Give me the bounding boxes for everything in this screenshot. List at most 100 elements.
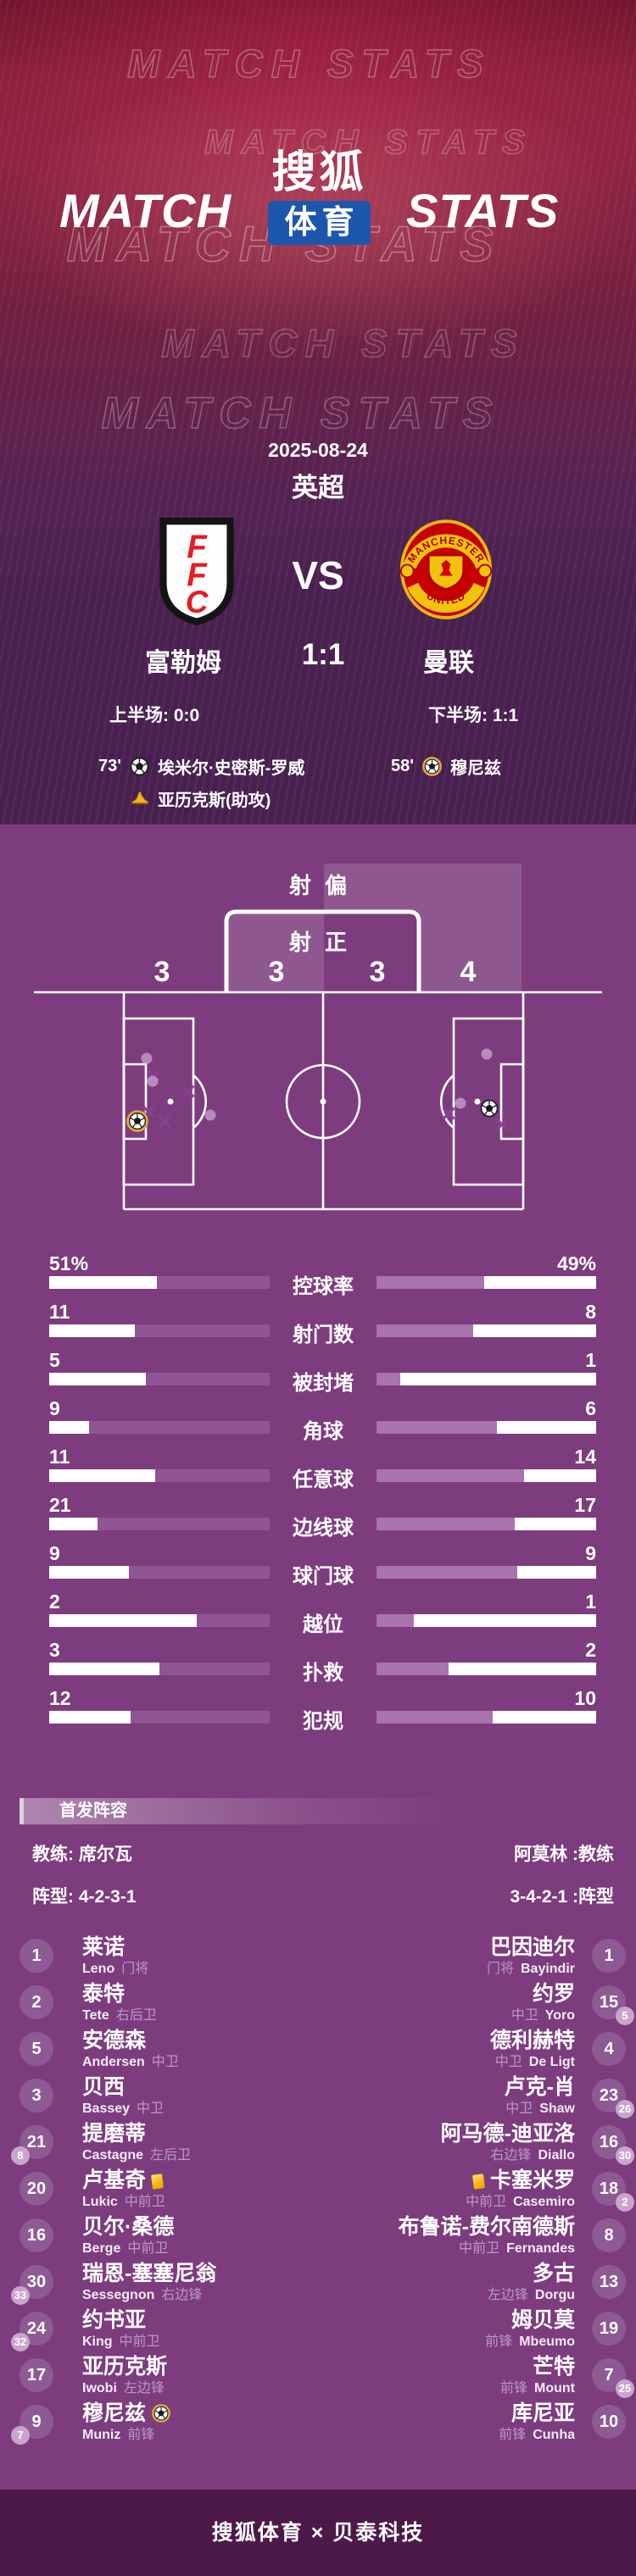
hero-header: MATCH STATS MATCH STATS MATCH STATS MATCH S… [0,0,636,824]
stat-bar-away [377,1421,596,1434]
player-name-cn: 莱诺 [82,1935,126,1959]
stat-away-value: 49% [556,1252,596,1274]
substitute-number: 8 [11,2146,30,2165]
player-name-latin: Diallo [538,2148,575,2162]
svg-text:C: C [186,585,209,619]
stat-row: 2 1 越位 [0,1591,636,1636]
own-goal-ball-icon [126,1110,148,1132]
player-name-latin: Casemiro [513,2195,575,2209]
player-sub-line: Bassey 中卫 [82,2101,164,2118]
player-name-line: 巴因迪尔 [487,1935,575,1960]
player-name-block: 姆贝莫 前锋 Mbeumo [485,2307,575,2351]
goal-ball-icon [130,757,149,776]
player-number: 13 [592,2265,626,2299]
stat-bar-home [49,1324,270,1337]
player-name-cn: 贝西 [82,2075,126,2099]
player-name-latin: Mount [534,2381,575,2396]
player-position: 前锋 [500,2381,528,2396]
home-team-logo-fulham: F F C [158,517,236,626]
second-half-score: 下半场: 1:1 [428,706,519,725]
stat-home-value: 3 [49,1639,60,1661]
player-row: 1 莱诺 Leno 门将 [0,1933,636,1979]
home-formation: 阵型: 4-2-3-1 [32,1887,137,1907]
shot-marker-x [181,1085,195,1098]
stat-bar-away [377,1469,596,1482]
shot-marker-x [158,1115,171,1129]
stat-bar-away-fill [377,1421,498,1434]
substitute-number: 7 [11,2426,30,2445]
stat-bar-away-fill [377,1469,524,1482]
stat-away-value: 14 [574,1446,596,1468]
stat-home-value: 12 [49,1687,71,1709]
player-sub-line: Berge 中前卫 [82,2240,174,2257]
player-sub-line: Tete 右后卫 [82,2007,157,2024]
sohu-logo-top-text: 搜狐 [271,148,367,197]
player-name-line: 提磨蒂 [82,2121,191,2146]
player-name-line: 多古 [488,2261,575,2286]
stat-bar-home-fill [88,1421,270,1434]
player-name-block: 卢基奇 Lukic 中前卫 [82,2168,169,2211]
player-number: 3 [20,2079,53,2112]
home-coach: 教练: 席尔瓦 [32,1845,132,1864]
own-goal-ball-icon [422,757,442,776]
player-number: 17 [20,2358,53,2392]
player-number: 20 [20,2172,53,2206]
stat-bar-home-fill [159,1663,270,1675]
player-name-block: 巴因迪尔 门将 Bayindir [487,1935,575,1978]
player-position: 中前卫 [127,2241,169,2256]
player-name-line: 泰特 [82,1981,157,2007]
player-position: 中前卫 [119,2334,160,2349]
stat-row: 5 1 被封堵 [0,1349,636,1395]
player-number: 2 [20,1985,53,2019]
player-position: 左后卫 [150,2148,192,2162]
player-name-line: 贝尔·桑德 [82,2214,174,2240]
pitch-diagram [34,863,602,1211]
player-name-latin: Shaw [539,2101,575,2116]
svg-text:UNITED: UNITED [424,590,467,607]
player-name-latin: Berge [82,2241,121,2256]
player-row: 10 库尼亚 前锋 Cunha [0,2399,636,2446]
goal-ball-icon [480,1099,499,1118]
player-name-block: 穆尼兹 Muniz 前锋 [82,2401,170,2444]
stat-label: 任意球 [293,1468,354,1491]
player-name-cn: 贝尔·桑德 [82,2215,175,2239]
stat-bar-away [377,1614,596,1627]
player-name-line: 亚历克斯 [82,2354,167,2379]
stat-bar-away [377,1276,596,1289]
stat-bar-away-fill [377,1663,449,1675]
player-row: 8 布鲁诺-费尔南德斯 中前卫 Fernandes [0,2212,636,2259]
player-sub-line: Andersen 中卫 [82,2054,179,2071]
player-number: 21 [20,2125,53,2159]
stat-row: 11 8 射门数 [0,1301,636,1346]
stat-bar-home-fill [157,1276,270,1289]
sohu-logo-bottom-text: 体育 [268,201,371,245]
player-name-latin: Cunha [533,2428,575,2442]
player-number: 1 [20,1939,53,1973]
stat-home-value: 2 [49,1591,60,1613]
stat-bar-away [377,1663,596,1675]
stat-away-value: 10 [574,1687,596,1709]
shot-marker-x [495,1118,509,1131]
player-position: 中前卫 [459,2241,500,2256]
stat-bar-away-fill [377,1518,516,1530]
stat-bar-away-fill [377,1566,517,1579]
substitute-number: 32 [11,2333,30,2351]
player-name-latin: Bayindir [520,1962,575,1976]
away-coach: 阿莫林 :教练 [514,1845,614,1864]
stat-away-value: 2 [585,1639,596,1661]
lineup-title-bar [24,1798,600,1824]
player-name-line: 约罗 [511,1981,575,2007]
stat-bar-away-fill [377,1614,415,1627]
event-player: 亚历克斯(助攻) [158,791,271,810]
player-position: 前锋 [499,2428,527,2442]
player-row: 15 5 约罗 中卫 Yoro [0,1979,636,2026]
player-row: 16 贝尔·桑德 Berge 中前卫 [0,2212,636,2259]
player-name-latin: De Ligt [528,2055,575,2069]
match-stats-section: 51% 49% 控球率 11 8 射门数 5 1 被封堵 9 6 角球 11 14 任意球 21 17 边线球 9 9… [0,1233,636,1784]
player-name-block: 卢克-肖 中卫 Shaw [505,2074,575,2118]
event-row: 亚历克斯(助攻) [89,786,304,811]
player-name-block: 卡塞米罗 中前卫 Casemiro [466,2168,575,2211]
player-name-cn: 约书亚 [82,2308,147,2332]
player-name-line: 穆尼兹 [82,2401,170,2426]
player-name-latin: Sessegnon [82,2288,155,2302]
